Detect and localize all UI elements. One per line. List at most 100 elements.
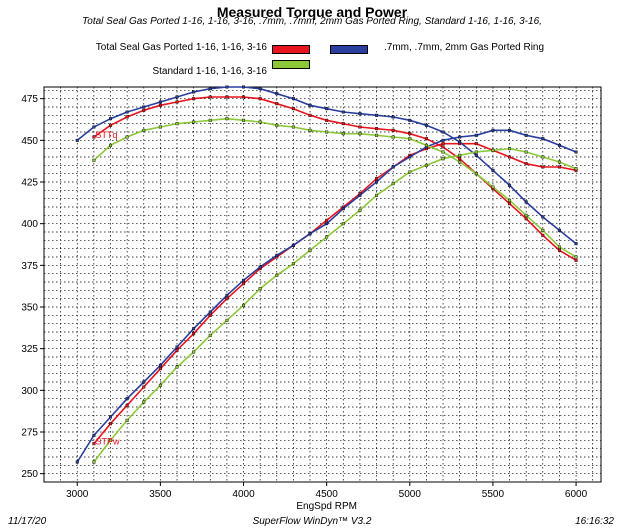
data-point-power-2	[541, 155, 545, 159]
data-point-power-0	[208, 313, 212, 317]
data-point-torque-1	[75, 138, 79, 142]
data-point-torque-1	[192, 90, 196, 94]
chart-title: Measured Torque and Power	[216, 4, 408, 20]
data-point-torque-0	[225, 95, 229, 99]
data-point-torque-2	[424, 143, 428, 147]
data-point-power-2	[408, 170, 412, 174]
footer-date: 11/17/20	[8, 516, 47, 527]
data-point-torque-2	[125, 135, 129, 139]
data-point-torque-1	[142, 105, 146, 109]
data-point-power-0	[474, 142, 478, 146]
data-point-torque-2	[258, 120, 262, 124]
data-point-torque-1	[574, 242, 578, 246]
data-point-torque-2	[208, 118, 212, 122]
data-point-torque-1	[325, 107, 329, 111]
data-point-torque-1	[158, 100, 162, 104]
x-axis-label: EngSpd RPM	[296, 501, 357, 512]
data-point-power-2	[175, 365, 179, 369]
data-point-torque-0	[557, 248, 561, 252]
data-point-power-1	[574, 150, 578, 154]
data-point-torque-2	[441, 150, 445, 154]
data-point-power-1	[242, 278, 246, 282]
data-point-power-2	[258, 287, 262, 291]
data-point-torque-1	[242, 85, 246, 89]
x-tick-label: 5000	[399, 489, 422, 500]
data-point-torque-2	[192, 120, 196, 124]
data-point-torque-2	[541, 228, 545, 232]
data-point-power-0	[92, 442, 96, 446]
data-point-power-2	[491, 148, 495, 152]
data-point-power-1	[491, 128, 495, 132]
y-tick-label: 425	[21, 178, 38, 189]
y-tick-label: 250	[21, 469, 38, 480]
data-point-torque-2	[474, 172, 478, 176]
data-point-power-2	[458, 153, 462, 157]
data-point-torque-1	[508, 183, 512, 187]
data-point-power-2	[208, 333, 212, 337]
chart-subtitle: Total Seal Gas Ported 1-16, 1-16, 3-16, …	[82, 16, 542, 27]
data-point-torque-2	[308, 128, 312, 132]
data-point-torque-1	[109, 117, 113, 121]
x-tick-label: 6000	[565, 489, 588, 500]
data-point-power-0	[125, 403, 129, 407]
data-point-power-1	[109, 415, 113, 419]
data-point-torque-0	[541, 233, 545, 237]
data-point-power-2	[92, 460, 96, 464]
legend-swatch-total-seal	[272, 45, 310, 54]
data-point-torque-0	[125, 115, 129, 119]
data-point-power-2	[142, 400, 146, 404]
series-line-power-2	[93, 147, 577, 463]
data-point-power-0	[375, 177, 379, 181]
x-tick-label: 3000	[66, 489, 89, 500]
data-point-torque-1	[341, 110, 345, 114]
data-point-torque-2	[508, 198, 512, 202]
data-point-torque-1	[424, 123, 428, 127]
data-point-power-0	[242, 282, 246, 286]
y-tick-label: 275	[21, 428, 38, 439]
data-point-torque-2	[242, 118, 246, 122]
data-point-power-2	[574, 167, 578, 171]
data-point-power-0	[524, 162, 528, 166]
data-point-power-0	[441, 142, 445, 146]
data-point-power-1	[75, 460, 79, 464]
data-point-power-2	[508, 147, 512, 151]
data-point-power-2	[358, 208, 362, 212]
data-point-torque-0	[341, 122, 345, 126]
data-point-power-1	[408, 155, 412, 159]
data-point-power-1	[341, 207, 345, 211]
data-point-power-1	[375, 180, 379, 184]
data-point-power-2	[424, 163, 428, 167]
data-point-torque-1	[125, 110, 129, 114]
data-point-torque-0	[574, 258, 578, 262]
x-tick-label: 5500	[482, 489, 505, 500]
data-point-power-0	[142, 385, 146, 389]
footer-software: SuperFlow WinDyn™ V3.2	[252, 516, 372, 527]
data-point-torque-2	[408, 137, 412, 141]
data-point-torque-0	[524, 217, 528, 221]
data-point-torque-1	[175, 95, 179, 99]
footer-time: 16:16:32	[575, 516, 614, 527]
data-point-power-1	[275, 253, 279, 257]
y-tick-label: 375	[21, 261, 38, 272]
data-point-torque-0	[424, 137, 428, 141]
data-point-power-0	[175, 348, 179, 352]
data-point-torque-0	[441, 145, 445, 149]
data-point-torque-1	[391, 115, 395, 119]
data-point-torque-2	[109, 143, 113, 147]
data-point-power-2	[341, 222, 345, 226]
y-tick-label: 325	[21, 344, 38, 355]
data-point-torque-2	[557, 245, 561, 249]
data-point-torque-1	[308, 103, 312, 107]
data-point-power-1	[291, 243, 295, 247]
data-point-torque-2	[341, 132, 345, 136]
y-tick-label: 300	[21, 386, 38, 397]
data-point-torque-0	[175, 100, 179, 104]
y-tick-label: 400	[21, 219, 38, 230]
data-point-torque-1	[358, 112, 362, 116]
data-point-torque-1	[258, 87, 262, 91]
data-point-power-2	[474, 150, 478, 154]
data-point-torque-0	[158, 103, 162, 107]
x-tick-label: 3500	[149, 489, 172, 500]
data-point-torque-1	[458, 140, 462, 144]
